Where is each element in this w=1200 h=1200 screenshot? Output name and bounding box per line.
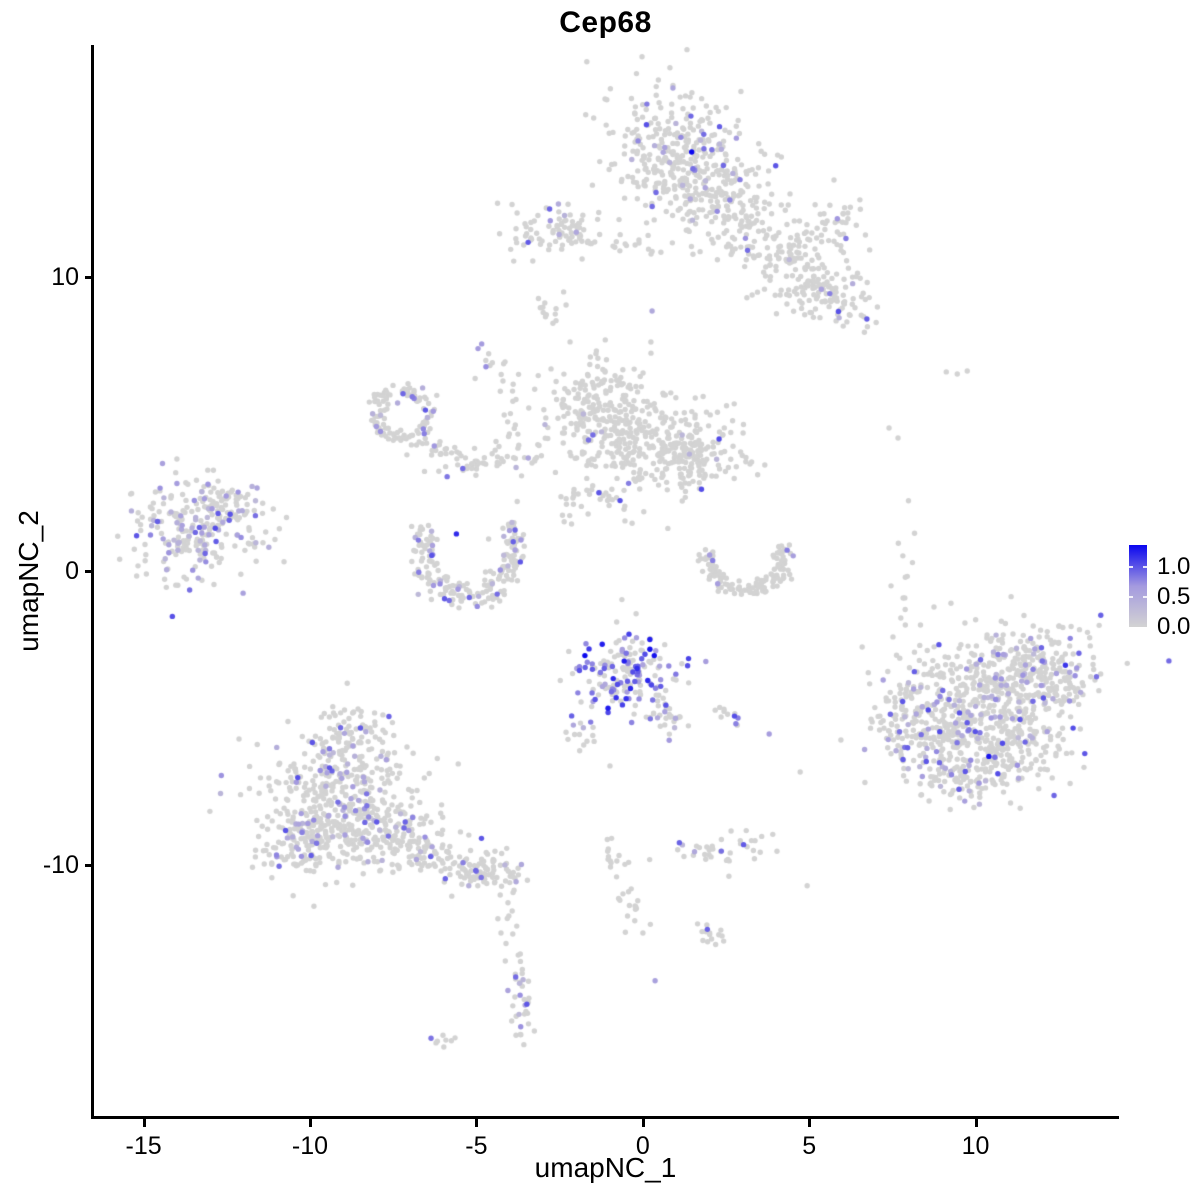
y-tick-mark [85, 864, 93, 868]
legend-tick-mark [1129, 596, 1133, 599]
legend-tick-label: 0.0 [1157, 613, 1191, 640]
y-tick-label: -10 [42, 851, 79, 880]
x-tick-label: 10 [961, 1132, 990, 1160]
x-tick-label: 5 [802, 1132, 817, 1160]
legend-tick-mark [1129, 566, 1133, 569]
legend-tick-label: 0.5 [1157, 583, 1191, 611]
x-axis-title: umapNC_1 [534, 1152, 677, 1183]
x-tick-label: -5 [465, 1132, 488, 1160]
x-tick-mark [641, 1119, 645, 1127]
x-tick-mark [308, 1119, 312, 1127]
x-tick-mark [475, 1119, 479, 1127]
x-tick-label: 0 [635, 1132, 650, 1160]
legend-tick-label: 1.0 [1157, 553, 1191, 581]
y-tick-label: 0 [65, 557, 79, 586]
x-tick-mark [142, 1119, 146, 1127]
x-tick-mark [808, 1119, 812, 1127]
y-tick-mark [85, 276, 93, 280]
y-tick-mark [85, 570, 93, 574]
x-tick-mark [974, 1119, 978, 1127]
legend-tick-mark [1143, 566, 1147, 569]
x-tick-label: -10 [291, 1132, 329, 1160]
y-axis-title: umapNC_2 [13, 510, 44, 652]
legend-colorbar [1129, 545, 1147, 627]
legend-tick-mark [1143, 596, 1147, 599]
y-tick-label: 10 [51, 263, 79, 292]
x-tick-label: -15 [125, 1132, 162, 1160]
y-axis-line [91, 45, 94, 1119]
x-axis-line [91, 1116, 1119, 1119]
